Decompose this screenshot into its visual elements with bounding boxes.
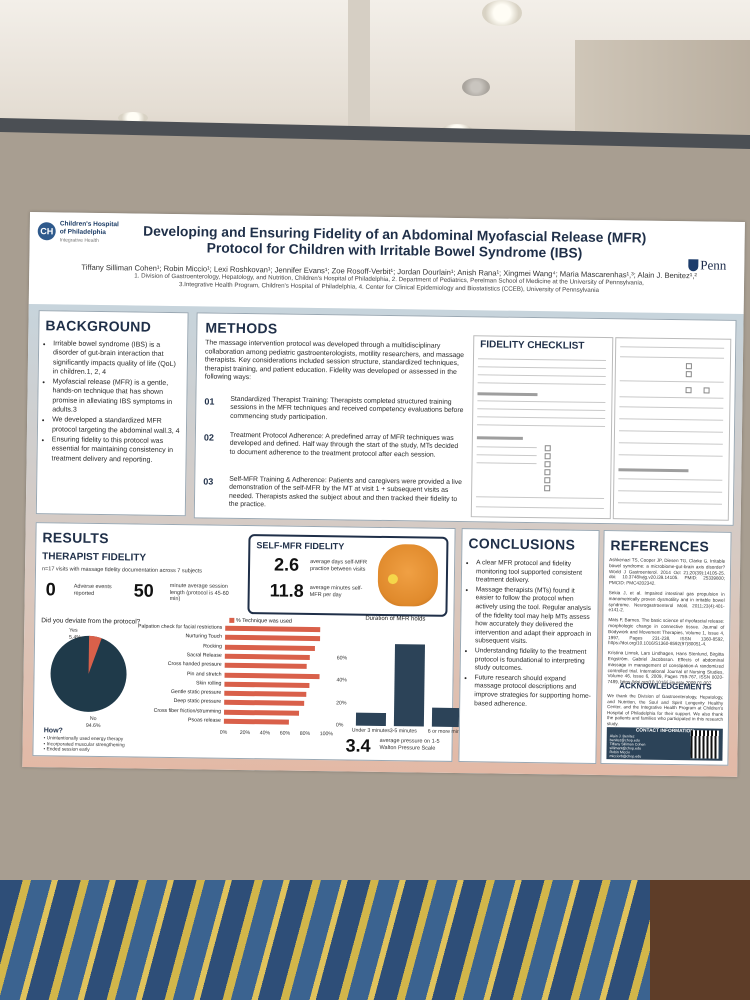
qr-code-icon	[690, 730, 719, 759]
list-item: We developed a standardized MFR protocol…	[52, 416, 180, 436]
background-list: Irritable bowel syndrome (IBS) is a diso…	[41, 339, 181, 465]
results-panel: RESULTS THERAPIST FIDELITY n=17 visits w…	[32, 522, 470, 762]
logo-text: Integrative Health	[59, 237, 99, 244]
fidelity-checklist-form	[612, 337, 732, 521]
step-number: 01	[204, 396, 215, 407]
list-item: Ensuring fidelity to this protocol was e…	[51, 435, 179, 465]
deviation-pie-chart	[50, 635, 127, 712]
conclusions-list: A clear MFR protocol and fidelity monito…	[464, 559, 594, 710]
poster-header: CH Children's Hospital of Philadelphia I…	[28, 212, 745, 314]
contact-line: micciorb@chop.edu	[609, 754, 642, 760]
duration-bar	[355, 712, 387, 727]
list-item: Massage therapists (MTs) found it easier…	[475, 586, 594, 648]
wood-floor	[650, 880, 750, 1000]
section-heading: REFERENCES	[610, 537, 710, 555]
conclusions-panel: CONCLUSIONS A clear MFR protocol and fid…	[458, 528, 600, 764]
y-tick-label: 0%	[335, 722, 344, 729]
pie-slice-yes	[88, 635, 102, 674]
y-tick-label: 40%	[336, 677, 347, 684]
references-list: Ashkenazi TS, Cooper JP, Diesen TG, Clar…	[607, 557, 725, 691]
section-heading: CONCLUSIONS	[468, 535, 576, 553]
step-text: Self-MFR Training & Adherence: Patients …	[228, 475, 463, 509]
ack-heading: ACKNOWLEDGEMENTS	[619, 681, 712, 692]
reference-item: Mats F, Barnes. The basic science of myo…	[608, 617, 725, 647]
background-panel: BACKGROUND Irritable bowel syndrome (IBS…	[35, 310, 189, 517]
step-text: Standardized Therapist Training: Therapi…	[230, 395, 464, 421]
ceiling-beam	[348, 0, 370, 140]
penn-shield-icon	[688, 259, 699, 272]
list-item: Irritable bowel syndrome (IBS) is a diso…	[53, 339, 182, 378]
methods-step: 02 Treatment Protocol Adherence: A prede…	[204, 431, 466, 459]
step-number: 02	[203, 432, 214, 443]
poster-title: Developing and Ensuring Fidelity of an A…	[143, 223, 647, 261]
research-poster: CH Children's Hospital of Philadelphia I…	[22, 212, 745, 777]
reference-item: Ashkenazi TS, Cooper JP, Diesen TG, Clar…	[608, 557, 726, 586]
list-item: Future research should expand massage pr…	[474, 674, 592, 710]
logo-text: Children's Hospital	[59, 220, 119, 229]
y-tick-label: 60%	[336, 654, 348, 661]
duration-bar-chart: 0% 20% 40% 60% Under 3 minutes 3-5 minutes 6 o…	[33, 523, 470, 761]
chop-logo: CH Children's Hospital of Philadelphia I…	[37, 220, 119, 253]
logo-text: of Philadelphia	[59, 228, 107, 237]
methods-intro: The massage intervention protocol was de…	[204, 339, 465, 382]
references-panel: REFERENCES Ashkenazi TS, Cooper JP, Dies…	[600, 530, 732, 766]
ack-text: We thank the Division of Gastroenterolog…	[606, 693, 724, 726]
list-item: Myofascial release (MFR) is a gentle, ha…	[52, 378, 181, 417]
methods-step: 01 Standardized Therapist Training: Ther…	[204, 395, 466, 421]
methods-panel: METHODS The massage intervention protoco…	[193, 312, 737, 526]
step-text: Treatment Protocol Adherence: A predefin…	[229, 431, 459, 459]
chop-logo-icon: CH	[37, 222, 56, 241]
methods-step: 03 Self-MFR Training & Adherence: Patien…	[203, 475, 465, 509]
step-number: 03	[203, 476, 214, 487]
section-heading: BACKGROUND	[45, 317, 152, 335]
duration-bar	[393, 644, 426, 727]
duration-bar	[431, 707, 463, 728]
ceiling-light	[482, 0, 522, 26]
smoke-detector	[462, 78, 490, 96]
stat-label: average pressure on 1-5 Walton Pressure …	[379, 737, 440, 752]
x-category-label: 3-5 minutes	[389, 728, 417, 735]
contact-lines: Alain J. Benitez benitez@chop.edu Tiffan…	[609, 734, 645, 759]
author-list: Tiffany Silliman Cohen¹; Robin Miccio¹; …	[59, 262, 719, 295]
section-heading: METHODS	[205, 319, 278, 337]
carpet	[0, 880, 750, 1000]
stat-value: 3.4	[345, 735, 371, 756]
y-tick-label: 20%	[336, 699, 347, 706]
contact-box: CONTACT INFORMATION Alain J. Benitez ben…	[606, 727, 723, 761]
reference-item: Sekia J, et al. Impaired intestinal gas …	[608, 590, 725, 613]
list-item: Understanding fidelity to the treatment …	[475, 647, 593, 674]
fidelity-checklist-form: FIDELITY CHECKLIST	[470, 335, 614, 520]
list-item: A clear MFR protocol and fidelity monito…	[476, 559, 594, 586]
x-category-label: Under 3 minutes	[351, 727, 390, 735]
checklist-title: FIDELITY CHECKLIST	[480, 339, 585, 352]
